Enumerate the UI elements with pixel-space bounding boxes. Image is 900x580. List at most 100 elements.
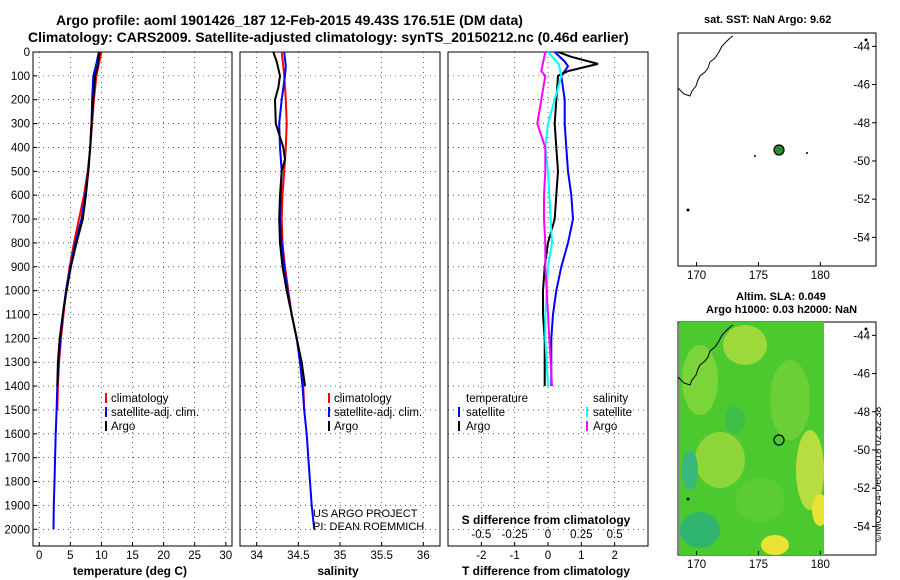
y-tick-label: 900 — [11, 262, 30, 274]
sla-map-title: Altim. SLA: 0.049 — [736, 291, 826, 303]
series-line-argo — [56, 51, 101, 387]
legend-argo-label: Argo — [111, 421, 135, 433]
difference-legend: temperature salinity satellite Argo sate… — [458, 393, 632, 433]
difference-panel: -2 -1 0 1 2 -0.5 -0.25 0 0.25 0.5 T difference fr… — [447, 51, 649, 578]
argo-position-marker — [773, 434, 785, 446]
legend-climatology-label: climatology — [111, 393, 169, 405]
x-tick-label: 30 — [219, 550, 232, 562]
temperature-xlabel: temperature (deg C) — [73, 564, 187, 578]
salinity-xlabel: salinity — [317, 564, 359, 578]
x-tick-label: 170 — [687, 559, 706, 571]
legend-climatology-label: climatology — [334, 393, 392, 405]
y-tick-label: 1600 — [4, 429, 30, 441]
salinity-legend: climatology satellite-adj. clim. Argo — [328, 393, 422, 433]
chart-title-line2: Climatology: CARS2009. Satellite-adjuste… — [28, 29, 629, 45]
x-tick-label: 34 — [250, 550, 263, 562]
y-tick-label: 2000 — [4, 524, 30, 536]
y-tick-label: 100 — [11, 71, 30, 83]
y-tick-label: -44 — [853, 41, 870, 53]
y-tick-label: 700 — [11, 214, 30, 226]
x-tick-label: -1 — [510, 550, 520, 562]
y-tick-label: 1800 — [4, 477, 30, 489]
x-tick-label: 0 — [36, 550, 42, 562]
y-tick-label: 400 — [11, 142, 30, 154]
series-line-t-argo — [542, 51, 599, 387]
y-tick-label: 1900 — [4, 500, 30, 512]
x-tick-label: 175 — [749, 270, 768, 282]
y-tick-label: 1200 — [4, 333, 30, 345]
y-tick-label: -44 — [853, 330, 870, 342]
island-marker — [864, 327, 868, 331]
x-tick-label: 0 — [545, 550, 551, 562]
island-marker — [806, 152, 808, 154]
legend-t-argo-label: Argo — [466, 421, 490, 433]
y-tick-label: -52 — [853, 194, 870, 206]
x-tick-label: 5 — [67, 550, 73, 562]
y-tick-label: 200 — [11, 95, 30, 107]
difference-xlabel2: S difference from climatology — [462, 513, 631, 527]
argo-position-marker — [773, 144, 785, 156]
y-tick-label: 1700 — [4, 453, 30, 465]
y-tick-label: -54 — [853, 521, 870, 533]
x-tick-label: 25 — [188, 550, 201, 562]
y-tick-label: 1400 — [4, 381, 30, 393]
legend-temperature-title: temperature — [466, 393, 528, 405]
series-line-s-satellite — [544, 51, 563, 387]
legend-argo-label: Argo — [334, 421, 358, 433]
y-tick-label: 1300 — [4, 357, 30, 369]
credit-line1: US ARGO PROJECT — [313, 508, 418, 520]
x-tick-label: 170 — [687, 270, 706, 282]
sst-map-panel: 170 175 180 -44 -46 -48 -50 -52 -54 — [677, 32, 877, 282]
x2-tick-label: -0.25 — [502, 529, 528, 541]
y-tick-label: 300 — [11, 119, 30, 131]
y-tick-label: -50 — [853, 156, 870, 168]
coastline — [677, 35, 734, 97]
sla-field — [679, 322, 824, 555]
y-tick-label: 600 — [11, 190, 30, 202]
y-tick-label: 1000 — [4, 286, 30, 298]
legend-satellite-label: satellite-adj. clim. — [334, 407, 422, 419]
series-line-argo — [272, 51, 306, 387]
credit-line2: PI: DEAN ROEMMICH — [313, 521, 424, 533]
x2-tick-label: 0 — [545, 529, 551, 541]
legend-t-satellite-label: satellite — [466, 407, 505, 419]
x2-tick-label: 0.5 — [607, 529, 623, 541]
x-tick-label: 180 — [811, 270, 830, 282]
legend-s-satellite-label: satellite — [593, 407, 632, 419]
temperature-axes — [32, 51, 233, 547]
y-tick-label: -46 — [853, 80, 870, 92]
coastline — [677, 324, 734, 386]
temperature-legend: climatology satellite-adj. clim. Argo — [105, 393, 199, 433]
y-tick-label: -50 — [853, 445, 870, 457]
y-tick-label: -48 — [853, 118, 870, 130]
x-tick-label: 36 — [417, 550, 430, 562]
y-tick-label: -48 — [853, 407, 870, 419]
x-tick-label: 20 — [157, 550, 170, 562]
x-tick-label: 35 — [334, 550, 347, 562]
island-marker — [864, 38, 868, 42]
island-marker — [754, 155, 756, 157]
y-tick-label: -46 — [853, 369, 870, 381]
legend-s-argo-label: Argo — [593, 421, 617, 433]
x-tick-label: 34.5 — [287, 550, 309, 562]
x-tick-label: 15 — [126, 550, 139, 562]
sla-map-panel: 170 175 180 -44 -46 -48 -50 -52 -54 — [677, 321, 877, 571]
x-tick-label: -2 — [476, 550, 486, 562]
y-tick-label: 500 — [11, 166, 30, 178]
y-tick-label: 800 — [11, 238, 30, 250]
legend-satellite-label: satellite-adj. clim. — [111, 407, 199, 419]
x-tick-label: 2 — [611, 550, 617, 562]
island-marker — [686, 497, 690, 501]
x-tick-label: 180 — [811, 559, 830, 571]
sst-map-title: sat. SST: NaN Argo: 9.62 — [704, 14, 832, 26]
y-tick-label: 1500 — [4, 405, 30, 417]
x-tick-label: 175 — [749, 559, 768, 571]
x2-tick-label: 0.25 — [570, 529, 592, 541]
island-marker — [686, 208, 690, 212]
y-tick-label: -54 — [853, 232, 870, 244]
temperature-panel: 0100200300400500600700800900100011001200… — [4, 47, 233, 578]
series-line-satellite-adj-clim- — [278, 51, 316, 530]
x-tick-label: 1 — [578, 550, 584, 562]
chart-title-line1: Argo profile: aoml 1901426_187 12-Feb-20… — [56, 12, 523, 28]
legend-salinity-title: salinity — [593, 393, 628, 405]
